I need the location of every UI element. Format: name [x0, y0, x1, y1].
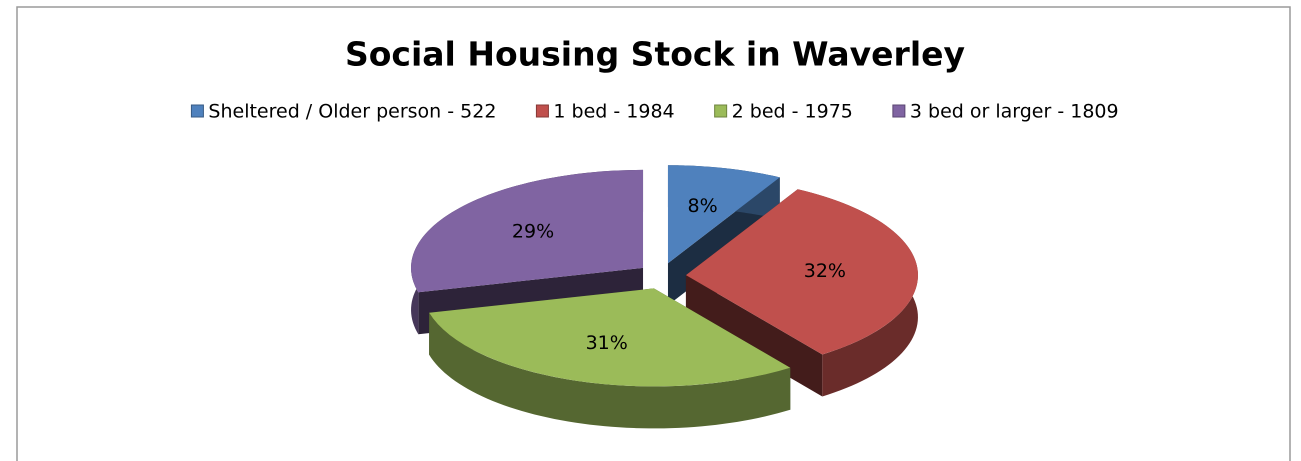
chart-border [16, 6, 1291, 461]
legend-swatch [190, 104, 204, 118]
legend-swatch [714, 104, 728, 118]
legend-swatch [892, 104, 906, 118]
data-label: 31% [586, 332, 628, 354]
chart-title: Social Housing Stock in Waverley [345, 35, 965, 74]
legend-label: Sheltered / Older person - 522 [208, 101, 496, 123]
slice-top [411, 169, 644, 293]
slice-top [685, 189, 918, 355]
legend-label: 3 bed or larger - 1809 [910, 101, 1119, 123]
slice: 31% [429, 288, 791, 429]
legend-label: 2 bed - 1975 [732, 101, 853, 123]
slice-wall [685, 275, 823, 397]
slice: 29% [411, 169, 644, 335]
pie: 8% 29% 32% 31% [411, 165, 918, 429]
slice-top [429, 288, 791, 387]
legend: Sheltered / Older person - 522 1 bed - 19… [190, 101, 1119, 123]
legend-label: 1 bed - 1984 [553, 101, 674, 123]
data-label: 32% [804, 260, 846, 282]
slice-side [429, 312, 791, 429]
data-label: 29% [512, 220, 554, 242]
slice: 32% [685, 189, 918, 397]
data-label: 8% [688, 195, 718, 217]
slice-top [667, 165, 780, 264]
legend-swatch [535, 104, 549, 118]
